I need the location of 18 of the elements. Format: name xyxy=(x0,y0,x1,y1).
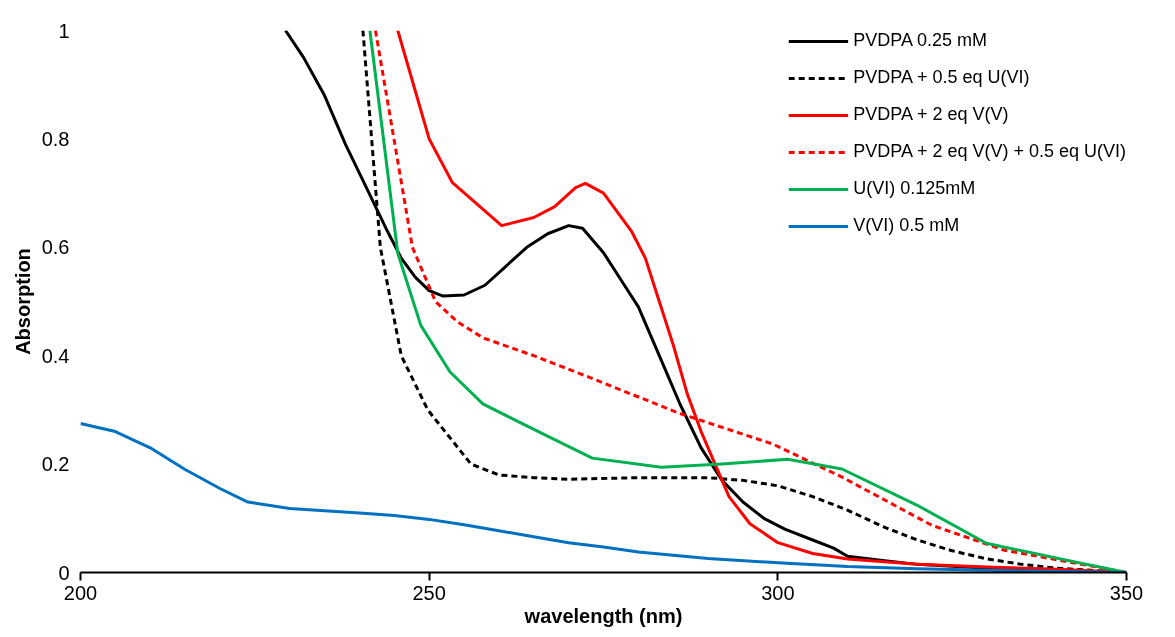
legend-label: PVDPA + 0.5 eq U(VI) xyxy=(853,67,1030,88)
legend-label: U(VI) 0.125mM xyxy=(853,178,976,199)
y-axis-title: Absorption xyxy=(11,248,34,355)
legend-label: PVDPA + 2 eq V(V) + 0.5 eq U(VI) xyxy=(853,141,1126,162)
legend-label: V(VI) 0.5 mM xyxy=(853,215,960,236)
y-tick-label: 1 xyxy=(58,19,70,42)
legend-label: PVDPA + 2 eq V(V) xyxy=(853,104,1009,125)
y-tick-label: 0.4 xyxy=(41,344,70,367)
x-tick-label: 250 xyxy=(412,581,446,604)
y-tick-label: 0.8 xyxy=(41,127,70,150)
x-axis-title: wavelength (nm) xyxy=(523,604,683,627)
y-tick-label: 0 xyxy=(58,561,70,584)
legend-label: PVDPA 0.25 mM xyxy=(853,30,987,51)
y-tick-label: 0.2 xyxy=(41,453,70,476)
y-tick-label: 0.6 xyxy=(41,236,70,259)
x-tick-label: 200 xyxy=(63,581,98,604)
x-tick-label: 300 xyxy=(761,581,795,604)
x-tick-label: 350 xyxy=(1109,581,1144,604)
